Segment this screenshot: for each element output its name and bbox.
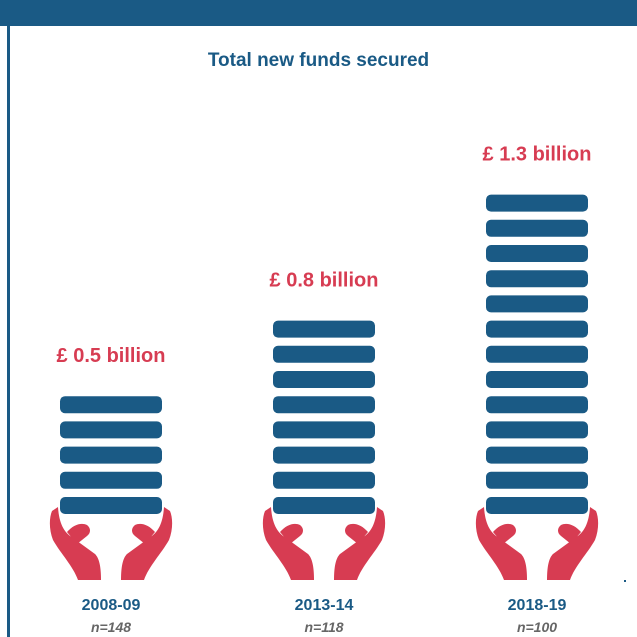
coin — [273, 371, 375, 388]
left-hand-icon — [49, 507, 101, 580]
coin — [273, 421, 375, 439]
coin — [273, 497, 375, 514]
coin — [60, 471, 162, 489]
sample-size-label: n=118 — [304, 619, 343, 635]
coin — [486, 371, 588, 388]
hands-icon — [49, 507, 173, 580]
right-hand-icon — [334, 507, 386, 580]
coin — [273, 396, 375, 414]
left-hand-icon — [475, 507, 527, 580]
right-hand-icon — [547, 507, 599, 580]
decorative-dot — [624, 580, 626, 582]
category-label: 2018-19 — [508, 597, 567, 614]
coin — [486, 295, 588, 313]
coin — [60, 396, 162, 414]
coin — [486, 245, 588, 262]
category-label: 2013-14 — [295, 597, 354, 614]
coin — [60, 446, 162, 464]
coin — [273, 471, 375, 489]
coin — [273, 446, 375, 464]
sample-size-label: n=100 — [517, 619, 557, 635]
coin — [486, 396, 588, 414]
header-bar — [0, 0, 637, 26]
coin — [60, 497, 162, 514]
coin — [486, 194, 588, 212]
hands-icon — [262, 507, 386, 580]
coin — [486, 270, 588, 288]
coin — [486, 320, 588, 338]
coin — [486, 471, 588, 489]
left-hand-icon — [262, 507, 314, 580]
value-label: £ 0.8 billion — [270, 270, 379, 292]
coin — [486, 497, 588, 514]
coin — [486, 446, 588, 464]
left-border — [7, 26, 10, 637]
hands-icon — [475, 507, 599, 580]
right-hand-icon — [121, 507, 173, 580]
coin — [273, 345, 375, 363]
chart-title: Total new funds secured — [207, 50, 430, 71]
value-label: £ 1.3 billion — [483, 144, 592, 166]
coin — [486, 421, 588, 439]
coin — [273, 320, 375, 338]
coin — [60, 421, 162, 439]
coin — [486, 219, 588, 237]
category-label: 2008-09 — [82, 597, 141, 614]
value-label: £ 0.5 billion — [57, 345, 166, 367]
sample-size-label: n=148 — [91, 619, 131, 635]
coin — [486, 345, 588, 363]
